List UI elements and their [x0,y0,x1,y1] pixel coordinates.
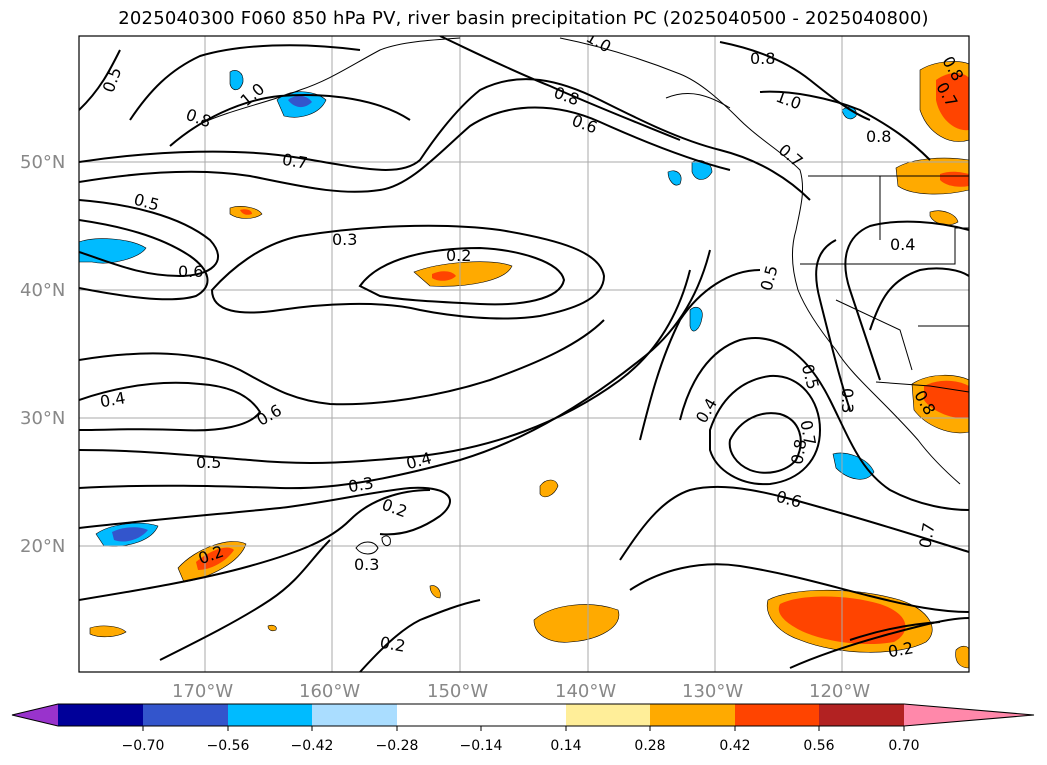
colorbar-bin [735,704,819,726]
lat-label: 20°N [20,536,65,557]
precip-fills [79,61,969,669]
contour-label: 0.2 [886,638,914,661]
colorbar-bin [143,704,228,726]
lat-axis: 50°N 40°N 30°N 20°N [20,152,65,557]
contour-label: 0.8 [750,49,775,68]
colorbar-tick-label: −0.14 [460,738,503,754]
colorbar-extend-high [904,704,1034,726]
map-title: 2025040300 F060 850 hPa PV, river basin … [118,8,929,29]
lon-label: 140°W [555,681,616,702]
contour-label: 0.4 [890,235,915,254]
contour-label: 0.3 [332,230,357,249]
contour-label: 0.5 [196,453,221,472]
colorbar-tick-label: −0.56 [207,738,250,754]
contour-label: 0.7 [915,521,938,549]
contour-label: 0.7 [796,419,819,447]
colorbar-bin [58,704,143,726]
colorbar-tick-label: −0.42 [291,738,334,754]
colorbar-bin [312,704,397,726]
lat-label: 50°N [20,152,65,173]
plot-area [79,36,969,672]
colorbar-tick-label: 0.42 [719,738,750,754]
colorbar-tick-label: 0.56 [803,738,834,754]
contour-label: 0.4 [98,388,126,411]
colorbar-bin [397,704,481,726]
lat-label: 40°N [20,280,65,301]
lon-label: 160°W [299,681,360,702]
contour-label: 0.8 [866,127,891,146]
plot-frame [78,35,970,673]
colorbar-tick-label: 0.28 [634,738,665,754]
contour-label: 0.7 [281,150,309,173]
colorbar-ticks [142,726,905,731]
lon-label: 150°W [427,681,488,702]
colorbar-tick-label: −0.28 [376,738,419,754]
contour-labels: 0.5 0.8 1.0 0.7 0.5 0.6 0.3 0.2 0.8 0.6 … [98,36,967,661]
contour-label: 0.6 [178,262,203,281]
contour-label: 0.2 [446,246,471,265]
lon-axis: 170°W 160°W 150°W 140°W 130°W 120°W [172,681,870,702]
lon-label: 170°W [172,681,233,702]
colorbar-tick-label: 0.14 [550,738,581,754]
contour-label: 0.8 [787,438,810,466]
colorbar-bin [819,704,904,726]
colorbar-bin [228,704,312,726]
contour-label: 0.2 [378,633,406,656]
contour-label: 0.3 [347,473,375,496]
coastlines [199,37,969,555]
lon-label: 120°W [809,681,870,702]
lat-label: 30°N [20,408,65,429]
colorbar: −0.70 −0.56 −0.42 −0.28 −0.14 0.14 0.28 … [11,703,1035,754]
colorbar-extend-low [12,704,58,726]
pv-contours [79,36,969,672]
colorbar-bin [650,704,735,726]
colorbar-tick-label: −0.70 [122,738,165,754]
contour-label: 0.3 [354,555,379,574]
colorbar-bin [481,704,566,726]
lon-label: 130°W [682,681,743,702]
colorbar-bin [566,704,650,726]
contour-label: 0.3 [838,388,857,413]
colorbar-tick-label: 0.70 [888,738,919,754]
